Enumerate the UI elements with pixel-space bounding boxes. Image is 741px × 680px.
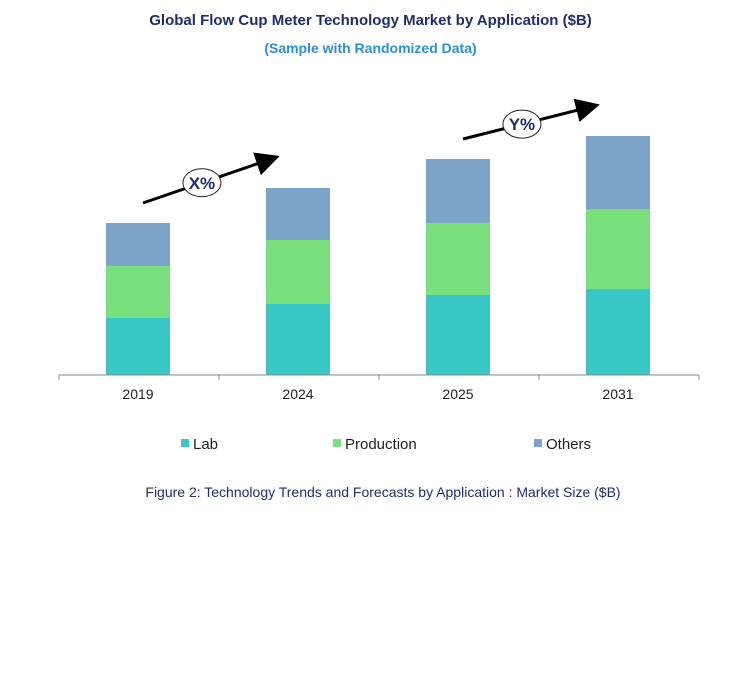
legend-label-production: Production <box>345 436 417 453</box>
bar-production-2019 <box>106 266 170 318</box>
chart-subtitle: (Sample with Randomized Data) <box>264 40 477 56</box>
bar-production-2024 <box>266 240 330 304</box>
bar-others-2025 <box>426 159 490 223</box>
bar-lab-2031 <box>586 289 650 375</box>
x-tick-label: 2024 <box>282 386 313 402</box>
legend-swatch-others <box>534 439 542 447</box>
bar-production-2025 <box>426 223 490 295</box>
legend-swatch-production <box>333 439 341 447</box>
growth-label-ellipse <box>182 168 222 198</box>
bar-lab-2019 <box>106 318 170 375</box>
bar-lab-2025 <box>426 295 490 375</box>
legend-label-lab: Lab <box>193 436 218 453</box>
bar-production-2031 <box>586 209 650 289</box>
legend-label-others: Others <box>546 436 591 453</box>
x-tick-label: 2031 <box>602 386 633 402</box>
growth-label-ellipse <box>502 109 542 139</box>
growth-label: X% <box>189 174 215 193</box>
bar-others-2024 <box>266 188 330 240</box>
x-tick-label: 2025 <box>442 386 473 402</box>
x-tick-label: 2019 <box>122 386 153 402</box>
bar-others-2019 <box>106 223 170 266</box>
bar-lab-2024 <box>266 304 330 375</box>
figure-caption: Figure 2: Technology Trends and Forecast… <box>145 484 621 500</box>
chart-title: Global Flow Cup Meter Technology Market … <box>149 12 592 29</box>
bar-others-2031 <box>586 136 650 209</box>
legend-swatch-lab <box>181 439 189 447</box>
growth-label: Y% <box>509 115 535 134</box>
